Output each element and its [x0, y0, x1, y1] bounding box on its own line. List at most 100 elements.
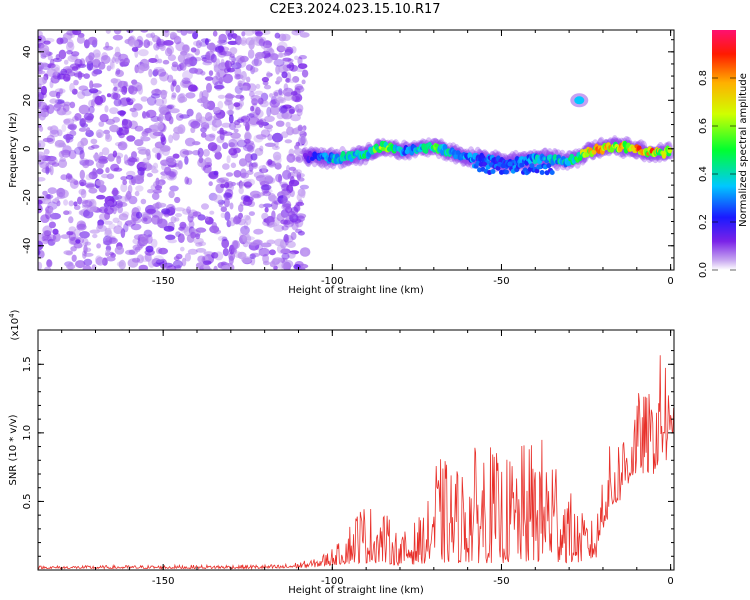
noise-blob — [49, 129, 60, 138]
noise-blob — [165, 234, 176, 241]
noise-blob — [192, 211, 202, 217]
noise-blob — [152, 162, 159, 170]
noise-blob — [90, 138, 98, 145]
noise-blob — [42, 190, 48, 196]
noise-blob — [235, 35, 242, 46]
noise-blob — [227, 40, 238, 46]
noise-blob — [85, 174, 93, 181]
noise-blob — [276, 244, 286, 254]
noise-blob — [116, 155, 122, 165]
noise-blob — [179, 148, 189, 158]
noise-blob — [230, 132, 241, 139]
noise-blob — [294, 169, 302, 175]
noise-blob — [40, 214, 50, 224]
noise-blob — [103, 45, 114, 51]
x-tick-label: -100 — [321, 276, 344, 287]
noise-blob — [92, 233, 98, 239]
snr-ylabel: SNR (10 * v/v) — [8, 414, 19, 485]
noise-blob — [94, 52, 101, 61]
noise-blob — [201, 203, 209, 210]
noise-blob — [146, 96, 157, 106]
noise-blob — [73, 201, 78, 207]
noise-blob — [142, 111, 147, 119]
noise-blob — [204, 38, 209, 45]
noise-blob — [180, 246, 185, 252]
noise-blob — [224, 211, 231, 221]
noise-blob — [120, 142, 127, 149]
noise-blob — [198, 156, 204, 164]
noise-blob — [200, 71, 206, 76]
noise-blob — [96, 224, 107, 232]
noise-blob — [231, 240, 239, 250]
noise-blob — [258, 119, 264, 128]
noise-blob — [83, 244, 88, 254]
noise-blob — [105, 30, 111, 34]
noise-blob — [53, 103, 61, 112]
noise-blob — [281, 253, 290, 260]
noise-blob — [240, 70, 247, 81]
noise-blob — [234, 67, 242, 77]
noise-blob — [201, 96, 208, 103]
noise-blob — [262, 260, 270, 266]
noise-blob — [203, 58, 215, 64]
noise-blob — [76, 35, 85, 44]
noise-blob — [278, 88, 283, 96]
noise-blob — [188, 84, 198, 92]
noise-blob — [244, 236, 255, 241]
noise-blob — [150, 32, 156, 39]
noise-blob — [281, 71, 288, 79]
noise-blob — [224, 98, 230, 107]
noise-blob — [272, 257, 284, 263]
noise-blob — [84, 199, 95, 207]
noise-blob — [225, 60, 230, 70]
noise-blob — [217, 94, 226, 99]
noise-blob — [110, 163, 120, 172]
noise-blob — [79, 169, 86, 180]
noise-blob — [40, 53, 47, 59]
noise-blob — [195, 40, 202, 49]
noise-blob — [115, 68, 121, 75]
noise-blob — [172, 80, 177, 87]
noise-blob — [91, 70, 98, 77]
noise-blob — [85, 127, 91, 134]
noise-blob — [61, 110, 72, 116]
noise-blob — [229, 47, 238, 55]
y-tick-label: -40 — [22, 238, 33, 254]
noise-blob — [227, 32, 233, 41]
noise-blob — [48, 160, 56, 166]
isolated-blob — [574, 96, 585, 105]
noise-blob — [74, 113, 82, 121]
noise-blob — [52, 57, 62, 63]
noise-blob — [233, 170, 242, 178]
noise-blob — [42, 225, 53, 236]
noise-blob — [81, 200, 93, 208]
noise-blob — [129, 97, 136, 103]
noise-blob — [279, 181, 288, 188]
noise-blob — [228, 121, 237, 131]
noise-blob — [195, 233, 201, 240]
noise-blob — [187, 212, 194, 217]
noise-blob — [281, 261, 291, 270]
noise-blob — [235, 94, 244, 99]
noise-blob — [161, 208, 171, 215]
noise-blob — [280, 219, 289, 225]
noise-blob — [288, 78, 296, 84]
noise-blob — [266, 127, 273, 132]
noise-blob — [264, 176, 276, 185]
noise-blob — [53, 67, 60, 75]
noise-blob — [96, 194, 106, 200]
noise-blob — [244, 215, 252, 226]
noise-blob — [253, 134, 264, 143]
noise-blob — [249, 190, 261, 198]
noise-blob — [205, 112, 213, 122]
y-tick-label: 0 — [22, 146, 33, 152]
noise-blob — [293, 148, 304, 155]
noise-blob — [50, 75, 60, 84]
noise-blob — [69, 82, 75, 93]
noise-blob — [143, 39, 151, 49]
noise-blob — [231, 62, 242, 70]
noise-blob — [241, 31, 246, 37]
noise-blob — [296, 193, 302, 201]
noise-blob — [146, 172, 153, 178]
